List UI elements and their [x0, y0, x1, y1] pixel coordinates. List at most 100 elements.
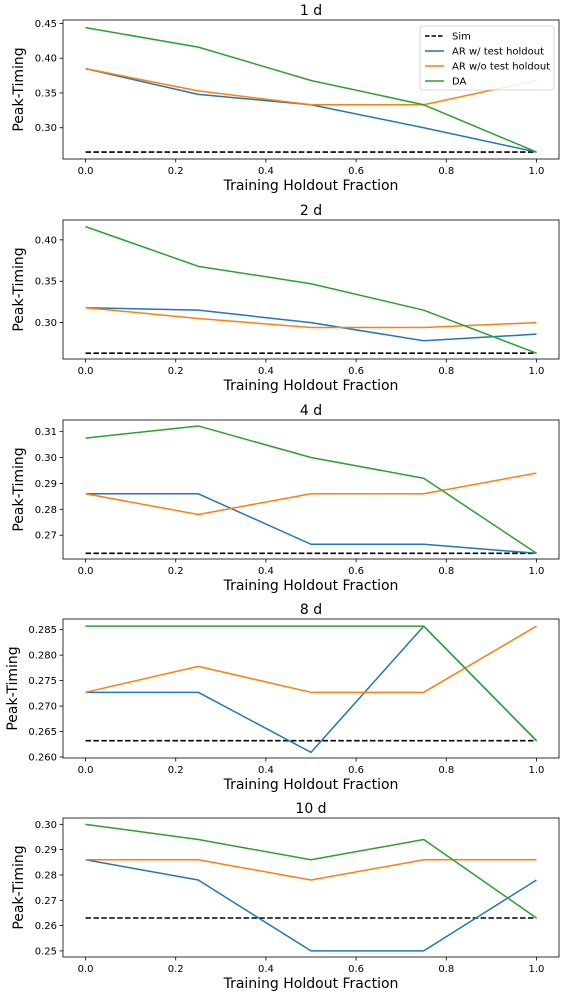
- series-line-3: [85, 225, 537, 354]
- x-tick-label: 0.4: [258, 765, 274, 776]
- x-tick-label: 0.0: [78, 166, 94, 177]
- x-tick-label: 0.8: [438, 566, 454, 577]
- y-tick-label: 0.260: [28, 752, 57, 763]
- x-tick-label: 0.6: [348, 166, 364, 177]
- y-tick-label: 0.40: [35, 54, 57, 65]
- series-line-1: [85, 859, 537, 952]
- x-tick-label: 0.8: [438, 765, 454, 776]
- series-line-3: [85, 425, 537, 554]
- panel-title: 2 d: [300, 203, 322, 219]
- panel-title: 1 d: [300, 3, 322, 19]
- y-tick-label: 0.30: [35, 820, 57, 831]
- panel-5: 10 d 0.0 0.2 0.4 0.6 0.8 1.0 0.25 0.26 0.27 0.28 0.…: [11, 801, 560, 992]
- y-tick-label: 0.27: [35, 896, 57, 907]
- y-tick-label: 0.29: [35, 479, 57, 490]
- panel-title: 4 d: [300, 403, 322, 419]
- x-tick-label: 0.4: [258, 566, 274, 577]
- y-tick-label: 0.25: [35, 946, 57, 957]
- x-tick-label: 0.6: [348, 765, 364, 776]
- y-tick-label: 0.31: [35, 427, 57, 438]
- y-tick-label: 0.29: [35, 845, 57, 856]
- series-line-3: [85, 625, 537, 742]
- plot-frame: [62, 817, 560, 958]
- y-tick-label: 0.28: [35, 505, 57, 516]
- y-tick-label: 0.275: [28, 676, 57, 687]
- y-tick-label: 0.45: [35, 19, 57, 30]
- x-tick-label: 0.2: [168, 964, 184, 975]
- x-tick-label: 0.4: [258, 366, 274, 377]
- y-axis-label: Peak-Timing: [11, 845, 27, 929]
- x-tick-label: 0.0: [78, 366, 94, 377]
- y-tick-label: 0.27: [35, 531, 57, 542]
- legend-label: Sim: [452, 32, 471, 43]
- x-tick-label: 0.6: [348, 366, 364, 377]
- plot-frame: [62, 419, 560, 560]
- y-tick-label: 0.40: [35, 235, 57, 246]
- y-tick-label: 0.28: [35, 870, 57, 881]
- plot-frame: [62, 219, 560, 360]
- x-tick-label: 0.2: [168, 566, 184, 577]
- x-axis-label: Training Holdout Fraction: [223, 378, 399, 394]
- series-line-2: [85, 67, 537, 106]
- series-line-1: [85, 625, 537, 754]
- y-axis-label: Peak-Timing: [5, 646, 21, 730]
- y-tick-label: 0.30: [35, 123, 57, 134]
- y-tick-label: 0.285: [28, 625, 57, 636]
- x-axis-label: Training Holdout Fraction: [223, 178, 399, 194]
- y-axis-label: Peak-Timing: [11, 247, 27, 331]
- plot-frame: [62, 19, 560, 160]
- plot-frame: [62, 618, 560, 759]
- y-tick-label: 0.30: [35, 318, 57, 329]
- x-tick-label: 0.8: [438, 166, 454, 177]
- x-tick-label: 0.0: [78, 566, 94, 577]
- panel-title: 10 d: [295, 801, 326, 817]
- series-line-2: [85, 859, 537, 881]
- legend: Sim AR w/ test holdout AR w/o test holdout…: [419, 25, 555, 91]
- x-tick-label: 0.2: [168, 166, 184, 177]
- y-tick-label: 0.35: [35, 277, 57, 288]
- x-tick-label: 1.0: [529, 964, 545, 975]
- x-tick-label: 0.2: [168, 765, 184, 776]
- x-tick-label: 1.0: [529, 366, 545, 377]
- series-line-3: [85, 26, 537, 153]
- series-line-2: [85, 472, 537, 516]
- y-axis-label: Peak-Timing: [11, 447, 27, 531]
- x-tick-label: 0.4: [258, 166, 274, 177]
- panel-title: 8 d: [300, 602, 322, 618]
- series-line-2: [85, 306, 537, 329]
- x-tick-label: 0.2: [168, 366, 184, 377]
- y-tick-label: 0.280: [28, 651, 57, 662]
- series-line-3: [85, 823, 537, 919]
- x-tick-label: 0.8: [438, 366, 454, 377]
- x-axis-label: Training Holdout Fraction: [223, 777, 399, 793]
- x-tick-label: 1.0: [529, 566, 545, 577]
- legend-label: AR w/ test holdout: [452, 47, 544, 58]
- x-axis-label: Training Holdout Fraction: [223, 578, 399, 594]
- series-line-2: [85, 625, 537, 694]
- x-tick-label: 0.0: [78, 964, 94, 975]
- panel-3: 4 d 0.0 0.2 0.4 0.6 0.8 1.0 0.27 0.28 0.29 0.30 0.3…: [11, 403, 560, 594]
- x-tick-label: 0.6: [348, 566, 364, 577]
- x-tick-label: 1.0: [529, 765, 545, 776]
- y-tick-label: 0.30: [35, 453, 57, 464]
- x-tick-label: 1.0: [529, 166, 545, 177]
- x-axis-label: Training Holdout Fraction: [223, 976, 399, 992]
- series-line-1: [85, 306, 537, 342]
- legend-label: DA: [452, 77, 467, 88]
- x-tick-label: 0.0: [78, 765, 94, 776]
- panel-2: 2 d 0.0 0.2 0.4 0.6 0.8 1.0 0.30 0.35 0.40 Trainin…: [11, 203, 560, 394]
- panel-1: 1 d 0.0 0.2 0.4 0.6 0.8 1.0 0.30 0.35 0.40 0.45 Tra…: [11, 3, 560, 194]
- panel-4: 8 d 0.0 0.2 0.4 0.6 0.8 1.0 0.260 0.265 0.270 0.27…: [5, 602, 560, 793]
- x-tick-label: 0.4: [258, 964, 274, 975]
- x-tick-label: 0.8: [438, 964, 454, 975]
- y-tick-label: 0.270: [28, 702, 57, 713]
- y-axis-label: Peak-Timing: [11, 47, 27, 131]
- legend-label: AR w/o test holdout: [452, 62, 550, 73]
- legend-box: [419, 25, 555, 91]
- y-tick-label: 0.35: [35, 88, 57, 99]
- x-tick-label: 0.6: [348, 964, 364, 975]
- series-line-1: [85, 493, 537, 555]
- y-tick-label: 0.26: [35, 921, 57, 932]
- y-tick-label: 0.265: [28, 727, 57, 738]
